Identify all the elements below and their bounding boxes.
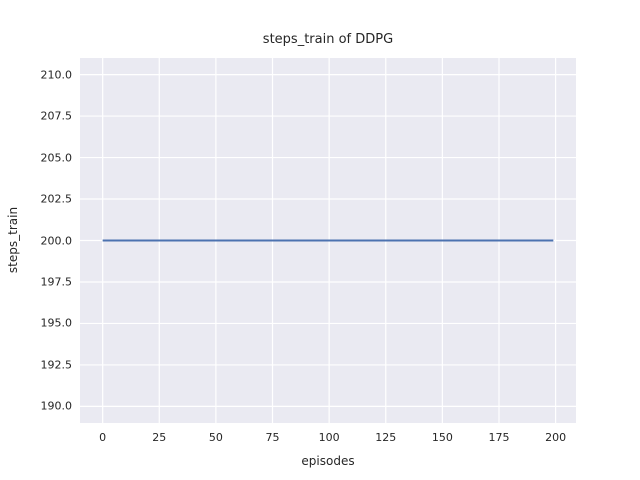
y-tick-label: 200.0 <box>40 234 73 247</box>
y-tick-label: 205.0 <box>40 151 73 165</box>
y-tick-label: 207.5 <box>40 109 73 123</box>
x-tick-label: 150 <box>431 431 453 444</box>
plot-area <box>80 58 576 423</box>
x-tick-label: 125 <box>375 431 397 444</box>
x-tick-label: 25 <box>152 431 167 444</box>
x-tick-label: 175 <box>488 431 510 444</box>
y-tick-label: 195.0 <box>40 316 73 330</box>
y-tick-label: 197.5 <box>40 275 73 289</box>
y-tick-label: 190.0 <box>40 399 73 413</box>
y-tick-label: 210.0 <box>40 68 73 82</box>
x-tick-label: 50 <box>208 431 223 444</box>
x-tick-label: 75 <box>265 431 280 444</box>
x-axis-label: episodes <box>301 454 355 468</box>
x-tick-label: 100 <box>318 431 340 444</box>
x-tick-label: 200 <box>545 431 567 444</box>
chart-title: steps_train of DDPG <box>262 32 394 47</box>
y-axis-label: steps_train <box>6 206 20 274</box>
x-tick-label: 0 <box>99 431 107 444</box>
y-tick-label: 192.5 <box>40 358 73 372</box>
plot-canvas <box>80 58 576 423</box>
y-tick-label: 202.5 <box>40 192 73 206</box>
